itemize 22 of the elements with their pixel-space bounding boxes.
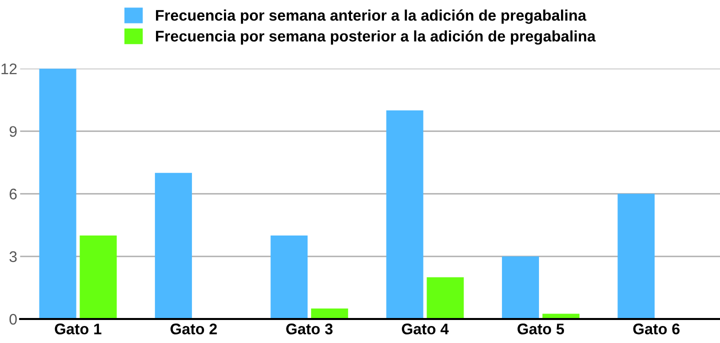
y-tick-label: 3	[9, 251, 17, 262]
bar	[80, 236, 117, 319]
x-tick-label: Gato 4	[402, 324, 449, 334]
legend-label: Frecuencia por semana posterior a la adición de pregabalina	[156, 30, 596, 45]
bar	[502, 256, 539, 319]
bar	[426, 277, 464, 319]
legend-label: Frecuencia por semana anterior a la adición de pregabalina	[156, 9, 586, 24]
bar	[311, 308, 348, 319]
x-tick-label: Gato 3	[286, 324, 333, 334]
bar	[154, 172, 192, 319]
x-tick-label: Gato 2	[170, 324, 217, 334]
x-tick-label: Gato 1	[54, 324, 102, 334]
bar	[386, 110, 424, 319]
x-tick-label: Gato 5	[518, 324, 564, 334]
x-tick-label: Gato 6	[633, 324, 680, 334]
y-tick-label: 6	[10, 188, 17, 200]
y-tick-label: 9	[10, 126, 17, 137]
bar	[39, 68, 76, 319]
bar	[270, 236, 308, 319]
y-tick-label: 0	[9, 314, 17, 325]
y-tick-label: 12	[2, 63, 17, 74]
bar	[618, 194, 655, 319]
